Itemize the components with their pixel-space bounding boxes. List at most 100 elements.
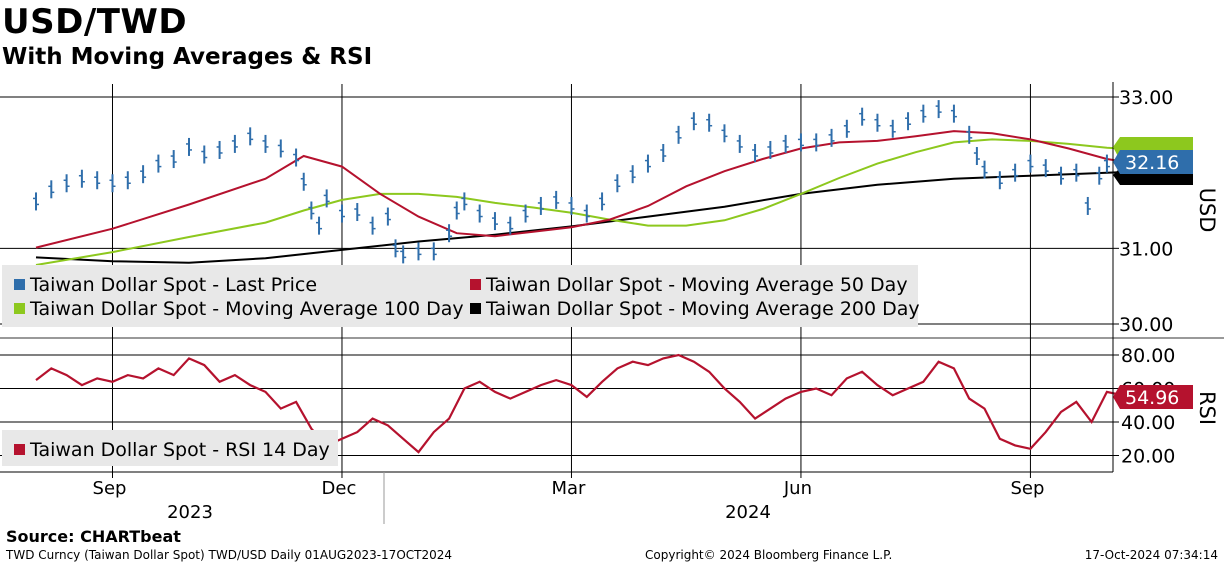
y-tick-label: 31.00 [1119, 238, 1173, 260]
price-bar [384, 207, 391, 226]
price-bar [430, 242, 437, 261]
legend-item: Taiwan Dollar Spot - Last Price [14, 274, 317, 296]
legend-swatch [14, 279, 25, 290]
price-bar [706, 113, 713, 132]
price-bar [522, 204, 529, 223]
price-bar [247, 127, 254, 146]
price-bar [583, 204, 590, 223]
price-bar [338, 204, 345, 223]
price-bar [553, 190, 560, 209]
series-line-rsi [35, 353, 1138, 454]
legend-swatch [470, 279, 481, 290]
price-bar [491, 212, 498, 231]
price-bar [721, 124, 728, 143]
price-bar [400, 245, 407, 264]
price-bar [201, 145, 208, 164]
legend-label: Taiwan Dollar Spot - Last Price [29, 274, 317, 296]
price-bar [660, 143, 667, 162]
legend-label: Taiwan Dollar Spot - Moving Average 50 D… [485, 274, 908, 296]
price-bar [675, 125, 682, 144]
price-bar [277, 139, 284, 158]
footer-timestamp: 17-Oct-2024 07:34:14 [1084, 548, 1218, 562]
price-bar [797, 133, 804, 152]
x-year-label: 2024 [725, 502, 771, 523]
price-bar [476, 204, 483, 223]
legend-box [2, 430, 338, 466]
rsi-value-flag-text: 54.96 [1125, 387, 1179, 409]
price-bar [1027, 154, 1034, 173]
y-tick-label: 30.00 [1119, 314, 1173, 336]
legend-label: Taiwan Dollar Spot - Moving Average 100 … [29, 298, 464, 320]
chart-title: USD/TWD [2, 2, 188, 42]
price-bar [1042, 159, 1049, 178]
price-bar [1012, 163, 1019, 182]
price-bar [1084, 196, 1091, 215]
price-bar [216, 140, 223, 159]
price-bar [33, 192, 39, 211]
price-bar [109, 174, 116, 193]
price-bar [1073, 163, 1080, 182]
price-bar [874, 113, 881, 132]
legend-swatch [14, 444, 25, 455]
price-bar [782, 134, 789, 153]
price-bar [354, 203, 361, 222]
rsi-value-flag-shape [1113, 385, 1193, 409]
price-bar [124, 171, 131, 190]
legend-layer: Taiwan Dollar Spot - Last Price Taiwan Do… [2, 265, 920, 466]
price-bar [94, 171, 101, 190]
price-bar [63, 174, 70, 193]
source-label: Source: CHARTbeat [6, 527, 181, 546]
price-bar [614, 174, 621, 193]
price-bar [843, 119, 850, 138]
x-year-label: 2023 [167, 502, 213, 523]
price-bar [690, 112, 697, 131]
price-bar [262, 134, 269, 153]
price-bar [996, 171, 1003, 190]
last-price-flag-text: 32.16 [1125, 152, 1179, 174]
footer-ticker-info: TWD Curncy (Taiwan Dollar Spot) TWD/USD … [6, 548, 453, 562]
price-bar [415, 242, 422, 261]
axis-layer: Sep Dec Mar Jun Sep 2023 2024 33.00 31.00 30.00 80… [0, 82, 1219, 524]
price-bar [981, 160, 988, 179]
price-bar [155, 154, 162, 173]
price-bar [231, 134, 238, 153]
price-bar [537, 196, 544, 215]
rsi-legend: Taiwan Dollar Spot - RSI 14 Day [2, 430, 338, 466]
price-bar [644, 154, 651, 173]
legend-box [2, 265, 918, 327]
price-bar [568, 196, 575, 215]
price-bar [308, 201, 315, 220]
last-price-flag: 32.16 [1113, 150, 1193, 174]
price-bar [828, 128, 835, 147]
last-price-flag-shape [1113, 150, 1193, 174]
price-bar [950, 104, 957, 123]
price-bar [813, 133, 820, 152]
legend-item: Taiwan Dollar Spot - Moving Average 50 D… [470, 274, 908, 296]
y-tick-label: 40.00 [1121, 412, 1175, 434]
price-bar [935, 100, 942, 119]
legend-swatch [14, 303, 25, 314]
price-bar [293, 148, 300, 167]
y-axis-label: RSI [1195, 391, 1219, 425]
price-bar [48, 180, 55, 199]
price-bar [323, 189, 330, 208]
price-bar [1058, 166, 1065, 185]
x-tick-label: Mar [551, 478, 586, 499]
price-bar [140, 165, 147, 184]
y-axis-label: USD [1195, 188, 1219, 233]
legend-swatch [470, 303, 481, 314]
price-bar [629, 165, 636, 184]
x-tick-label: Sep [93, 478, 127, 499]
price-bar [300, 172, 307, 191]
series-line-ma50 [35, 130, 1146, 249]
y-tick-label: 33.00 [1119, 87, 1173, 109]
price-bar [78, 169, 85, 188]
series-line-ma200 [35, 170, 1146, 264]
y-tick-label: 20.00 [1121, 446, 1175, 468]
y-tick-label: 80.00 [1121, 345, 1175, 367]
price-bar [1103, 154, 1110, 173]
price-bar [392, 239, 399, 258]
x-tick-label: Sep [1010, 478, 1044, 499]
legend-label: Taiwan Dollar Spot - RSI 14 Day [29, 439, 330, 461]
